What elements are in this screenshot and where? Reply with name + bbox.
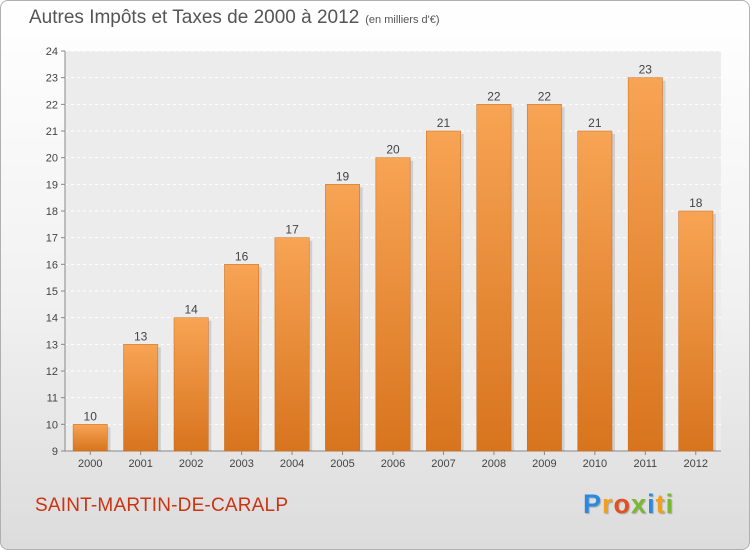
x-tick-label: 2011 — [633, 458, 657, 470]
data-label: 20 — [386, 143, 400, 157]
data-label: 18 — [689, 196, 703, 210]
y-tick-label: 10 — [46, 419, 58, 431]
commune-name: SAINT-MARTIN-DE-CARALP — [35, 495, 289, 516]
data-label: 21 — [588, 116, 602, 130]
y-tick-label: 9 — [52, 446, 58, 458]
chart-subtitle: (en milliers d'€) — [365, 14, 440, 26]
bar — [476, 104, 512, 452]
y-tick-label: 21 — [46, 126, 58, 138]
x-tick-label: 2009 — [532, 458, 556, 470]
x-tick-label: 2003 — [229, 458, 253, 470]
y-tick-label: 15 — [46, 286, 58, 298]
x-tick-label: 2007 — [431, 458, 455, 470]
y-tick-label: 14 — [46, 313, 58, 325]
logo-letter: r — [602, 489, 614, 519]
x-tick-label: 2002 — [179, 458, 203, 470]
bar — [123, 344, 159, 452]
bar — [325, 184, 360, 452]
data-label: 22 — [538, 89, 552, 103]
bar — [627, 77, 663, 452]
y-tick-label: 17 — [46, 233, 58, 245]
bar — [224, 264, 260, 452]
x-tick-label: 2006 — [381, 458, 405, 470]
bar — [678, 210, 714, 452]
y-tick-label: 24 — [46, 46, 58, 58]
y-tick-label: 13 — [46, 339, 58, 351]
logo-letter: t — [655, 489, 666, 519]
bar — [72, 424, 108, 452]
bar — [173, 317, 209, 452]
logo-letter: i — [665, 489, 675, 519]
data-label: 17 — [285, 223, 299, 237]
y-tick-label: 16 — [46, 259, 58, 271]
x-tick-label: 2010 — [583, 458, 607, 470]
proxiti-logo: Proxiti — [583, 489, 674, 520]
bar — [274, 237, 310, 452]
y-tick-label: 20 — [46, 153, 58, 165]
x-tick-label: 2012 — [684, 458, 708, 470]
y-tick-label: 23 — [46, 73, 58, 85]
data-label: 13 — [134, 329, 148, 343]
bar — [577, 130, 613, 452]
data-label: 16 — [235, 249, 249, 263]
data-label: 21 — [437, 116, 451, 130]
x-tick-label: 2000 — [78, 458, 102, 470]
y-tick-label: 12 — [46, 366, 58, 378]
plot-area: 9 10 11 12 13 14 15 16 17 18 19 20 21 22 23 24 10 2000 13 2… — [46, 46, 721, 470]
data-label: 22 — [487, 89, 501, 103]
logo-letter: o — [613, 489, 632, 519]
x-tick-label: 2008 — [482, 458, 506, 470]
y-tick-label: 11 — [47, 393, 58, 405]
chart-title-text: Autres Impôts et Taxes de 2000 à 2012 — [29, 7, 360, 28]
data-label: 19 — [336, 169, 350, 183]
logo-letter: i — [647, 489, 656, 519]
y-tick-label: 18 — [46, 206, 58, 218]
bar — [426, 130, 461, 452]
chart-title: Autres Impôts et Taxes de 2000 à 2012 (en… — [29, 7, 440, 29]
x-tick-label: 2004 — [280, 458, 304, 470]
x-tick-label: 2005 — [330, 458, 354, 470]
y-tick-label: 22 — [46, 99, 58, 111]
data-label: 14 — [184, 303, 198, 317]
logo-letter: x — [631, 489, 648, 519]
logo-letter: P — [583, 489, 603, 519]
bar — [375, 157, 411, 452]
y-tick-label: 19 — [46, 179, 58, 191]
bar — [526, 104, 562, 452]
data-label: 23 — [639, 63, 653, 77]
x-tick-label: 2001 — [128, 458, 152, 470]
data-label: 10 — [84, 409, 98, 423]
